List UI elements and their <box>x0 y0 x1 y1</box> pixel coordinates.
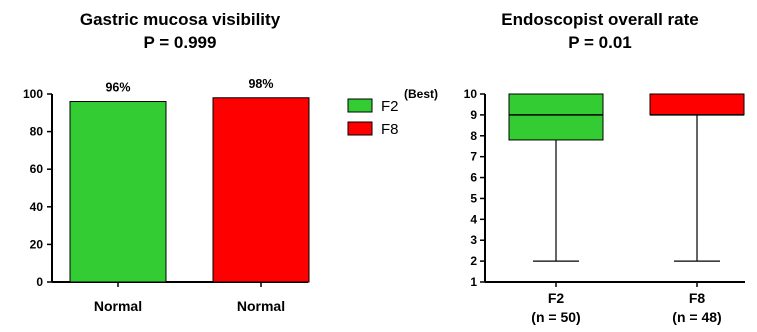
box-y-tick-label: 8 <box>470 129 477 143</box>
box-y-tick-label: 2 <box>470 254 477 268</box>
bar-category-label: Normal <box>237 298 285 314</box>
legend: F2 F8 <box>347 98 399 138</box>
legend-label-f2: F2 <box>381 98 399 115</box>
bar <box>69 101 167 283</box>
box-category-sublabel: (n = 48) <box>672 309 721 325</box>
box-y-tick-label: 9 <box>470 108 477 122</box>
bar-chart: 0 20 40 60 80 100 96% Normal 98% Normal <box>23 77 310 314</box>
bar-category-label: Normal <box>94 298 142 314</box>
box-chart-subtitle: P = 0.01 <box>568 33 632 52</box>
legend-label-f8: F8 <box>381 121 399 138</box>
box-y-tick-label: 10 <box>464 87 478 101</box>
box-y-tick-label: 4 <box>470 212 477 226</box>
bar-chart-subtitle: P = 0.999 <box>144 33 217 52</box>
box <box>649 93 745 116</box>
bar-data-label: 98% <box>248 77 273 91</box>
box <box>508 93 604 141</box>
box-y-tick-label: 7 <box>470 150 477 164</box>
bar-y-tick-label: 40 <box>30 200 44 214</box>
box-category-label: F2 <box>548 290 565 306</box>
box-chart-title: Endoscopist overall rate <box>501 10 698 29</box>
box-category-sublabel: (n = 50) <box>531 309 580 325</box>
box-y-tick-label: 6 <box>470 171 477 185</box>
bar-chart-title: Gastric mucosa visibility <box>80 10 281 29</box>
box-y-tick-label: 3 <box>470 233 477 247</box>
box-chart: 1 2 3 4 5 6 7 8 9 10 F2 (n = 50) F8 (n = 48) <box>464 87 745 325</box>
bar-y-tick-label: 80 <box>30 125 44 139</box>
bar <box>212 97 310 283</box>
legend-swatch-f8 <box>347 121 373 136</box>
box-y-tick-label: 5 <box>470 191 477 205</box>
best-annotation: (Best) <box>404 87 438 101</box>
bar-y-tick-label: 20 <box>30 237 44 251</box>
legend-swatch-f2 <box>347 98 373 113</box>
bar-y-tick-label: 60 <box>30 162 44 176</box>
box-y-tick-label: 1 <box>470 275 477 289</box>
bar-y-tick-label: 0 <box>36 275 43 289</box>
bar-data-label: 96% <box>105 81 130 95</box>
box-category-label: F8 <box>689 290 706 306</box>
bar-y-tick-label: 100 <box>23 87 43 101</box>
